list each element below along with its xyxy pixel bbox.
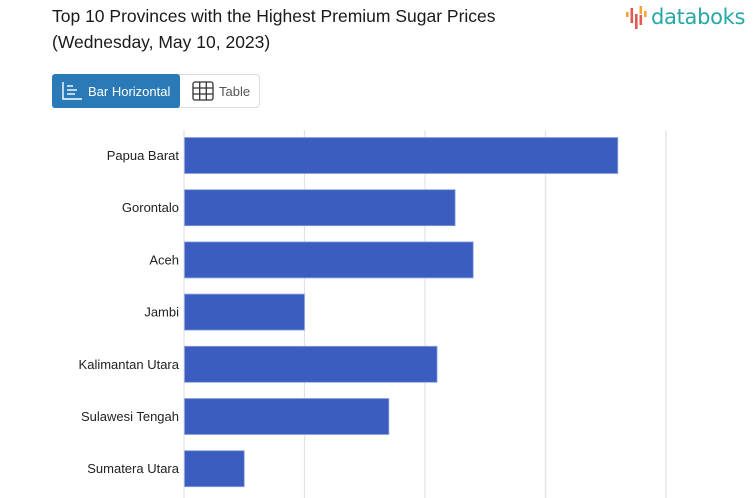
category-label: Sulawesi Tengah (81, 409, 179, 424)
bar-chart: Papua Barat Gorontalo Aceh Jambi Kalimantan … (79, 130, 667, 498)
category-label: Jambi (144, 305, 179, 320)
table-grid-icon (192, 81, 214, 101)
bar-kalimantan-utara[interactable] (184, 345, 438, 383)
logo-bars-icon (626, 6, 647, 29)
table-button[interactable]: Table (180, 75, 250, 107)
category-label: Papua Barat (107, 148, 180, 163)
category-label: Gorontalo (122, 200, 179, 215)
bar-horizontal-label: Bar Horizontal (88, 83, 171, 99)
bar-jambi[interactable] (184, 293, 305, 331)
category-label: Sumatera Utara (87, 461, 180, 476)
category-label: Kalimantan Utara (79, 357, 180, 372)
databoks-logo[interactable]: databoks (626, 3, 745, 31)
bar-sulawesi-tengah[interactable] (184, 398, 390, 435)
logo-text: databoks (651, 5, 746, 29)
view-toggle: Bar Horizontal Table (52, 74, 260, 108)
chart-title-line2: (Wednesday, May 10, 2023) (52, 32, 271, 52)
category-label: Aceh (149, 252, 179, 267)
table-label: Table (219, 83, 251, 99)
bar-gorontalo[interactable] (184, 189, 456, 227)
bar-aceh[interactable] (184, 241, 474, 279)
bar-horizontal-button[interactable]: Bar Horizontal (52, 74, 180, 108)
chart-title: Top 10 Provinces with the Highest Premiu… (52, 3, 496, 55)
bar-horizontal-icon (62, 82, 82, 100)
chart-title-line1: Top 10 Provinces with the Highest Premiu… (52, 6, 496, 26)
bar-sumatera-utara[interactable] (184, 450, 245, 488)
bar-papua-barat[interactable] (184, 137, 619, 174)
